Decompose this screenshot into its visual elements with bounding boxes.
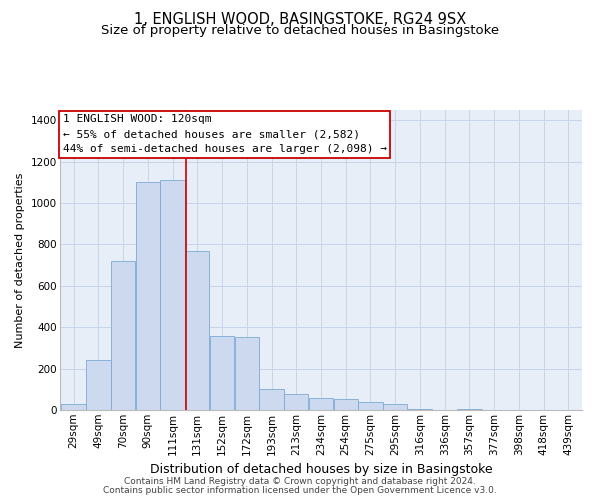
Text: 1, ENGLISH WOOD, BASINGSTOKE, RG24 9SX: 1, ENGLISH WOOD, BASINGSTOKE, RG24 9SX — [134, 12, 466, 28]
Bar — [61, 404, 86, 410]
Bar — [210, 336, 234, 410]
X-axis label: Distribution of detached houses by size in Basingstoke: Distribution of detached houses by size … — [149, 463, 493, 476]
Text: Contains public sector information licensed under the Open Government Licence v3: Contains public sector information licen… — [103, 486, 497, 495]
Text: Size of property relative to detached houses in Basingstoke: Size of property relative to detached ho… — [101, 24, 499, 37]
Text: 1 ENGLISH WOOD: 120sqm
← 55% of detached houses are smaller (2,582)
44% of semi-: 1 ENGLISH WOOD: 120sqm ← 55% of detached… — [62, 114, 386, 154]
Bar — [309, 398, 333, 410]
Bar — [284, 394, 308, 410]
Bar — [160, 180, 185, 410]
Bar — [86, 360, 110, 410]
Bar — [259, 390, 284, 410]
Bar — [235, 336, 259, 410]
Y-axis label: Number of detached properties: Number of detached properties — [16, 172, 25, 348]
Bar — [334, 398, 358, 410]
Text: Contains HM Land Registry data © Crown copyright and database right 2024.: Contains HM Land Registry data © Crown c… — [124, 477, 476, 486]
Bar — [185, 250, 209, 410]
Bar — [408, 409, 432, 410]
Bar — [136, 182, 160, 410]
Bar — [358, 402, 383, 410]
Bar — [111, 261, 135, 410]
Bar — [383, 404, 407, 410]
Bar — [457, 409, 482, 410]
